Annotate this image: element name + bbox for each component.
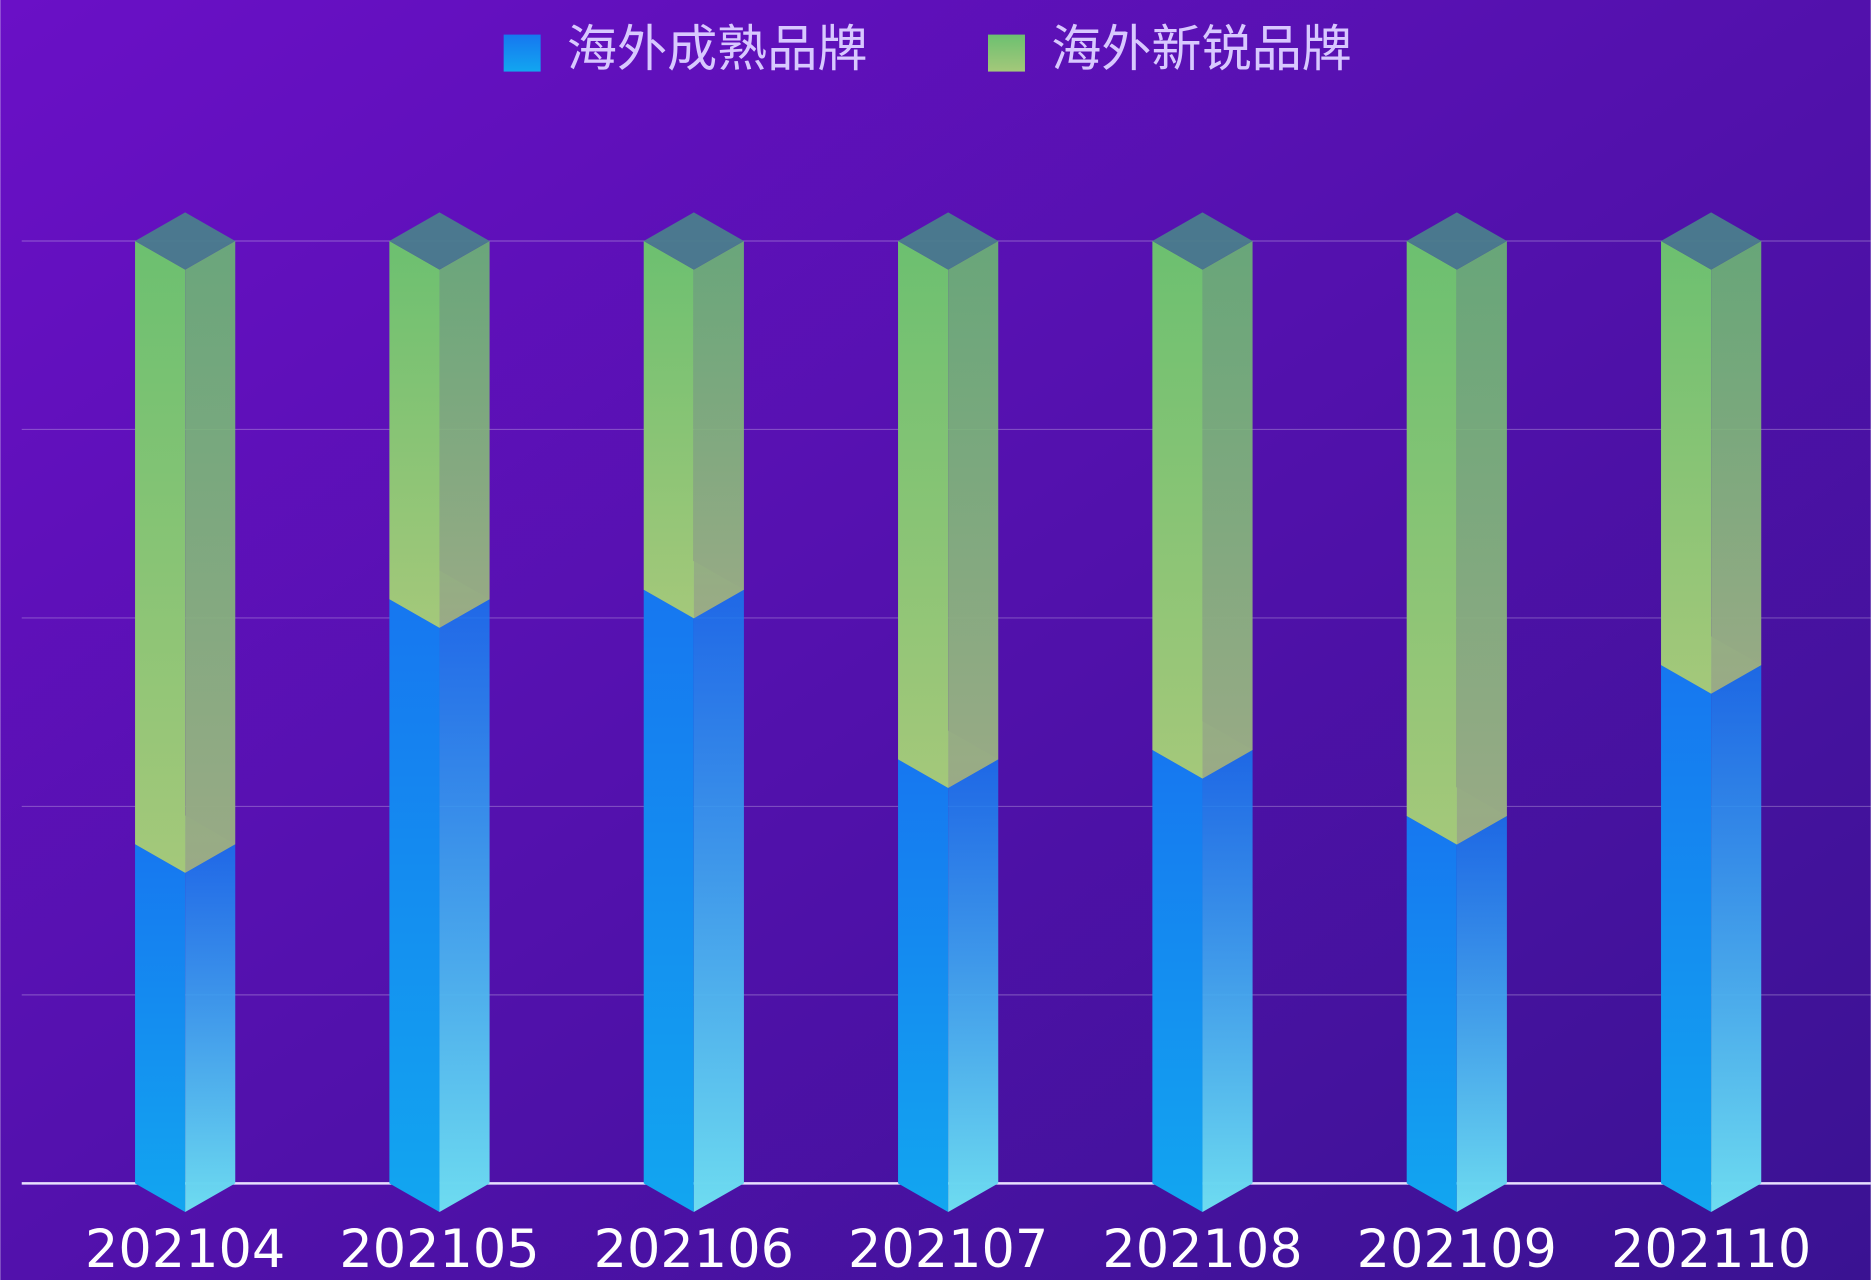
legend-swatch <box>503 34 541 72</box>
bar-right-face <box>693 589 744 1213</box>
bar-left-face <box>389 240 440 628</box>
bar-left-face <box>135 240 186 873</box>
bar-right-face <box>1711 240 1762 694</box>
legend-label: 海外新锐品牌 <box>1051 19 1352 78</box>
bar-left-face <box>135 844 186 1213</box>
bar-left-face <box>1152 749 1203 1213</box>
bar-top-cap <box>1661 212 1762 270</box>
legend-swatch <box>987 34 1025 72</box>
bar-right-face <box>1456 815 1507 1213</box>
x-tick-label: 202107 <box>848 1219 1048 1280</box>
bar-left-face <box>1406 815 1457 1213</box>
bar-left-face <box>1661 240 1712 694</box>
bar-left-face <box>1661 665 1712 1213</box>
bar-top-cap <box>898 212 999 270</box>
bar-top-cap <box>1406 212 1507 270</box>
x-tick-label: 202109 <box>1357 1219 1557 1280</box>
bar-left-face <box>1406 240 1457 845</box>
x-tick-label: 202106 <box>594 1219 794 1280</box>
x-tick-label: 202108 <box>1102 1219 1302 1280</box>
bar-right-face <box>1711 665 1762 1213</box>
bar-left-face <box>643 589 694 1213</box>
bar-left-face <box>898 759 949 1213</box>
bar-right-face <box>1202 240 1253 779</box>
bar-right-face <box>185 844 236 1213</box>
bar-right-face <box>1202 749 1253 1213</box>
bar-right-face <box>948 759 999 1213</box>
x-tick-label: 202110 <box>1611 1219 1811 1280</box>
bar-left-face <box>643 240 694 619</box>
bar-right-face <box>185 240 236 873</box>
bar-right-face <box>439 240 490 628</box>
x-tick-label: 202105 <box>339 1219 539 1280</box>
bar-top-cap <box>389 212 490 270</box>
bar-top-cap <box>135 212 236 270</box>
bar-left-face <box>1152 240 1203 779</box>
bar-top-cap <box>1152 212 1253 270</box>
bar-right-face <box>948 240 999 788</box>
bar-right-face <box>1456 240 1507 845</box>
bar-top-cap <box>643 212 744 270</box>
legend-label: 海外成熟品牌 <box>567 19 868 78</box>
bar-left-face <box>389 599 440 1213</box>
bar-right-face <box>439 599 490 1213</box>
bar-right-face <box>693 240 744 619</box>
x-tick-label: 202104 <box>85 1219 285 1280</box>
bar-left-face <box>898 240 949 788</box>
